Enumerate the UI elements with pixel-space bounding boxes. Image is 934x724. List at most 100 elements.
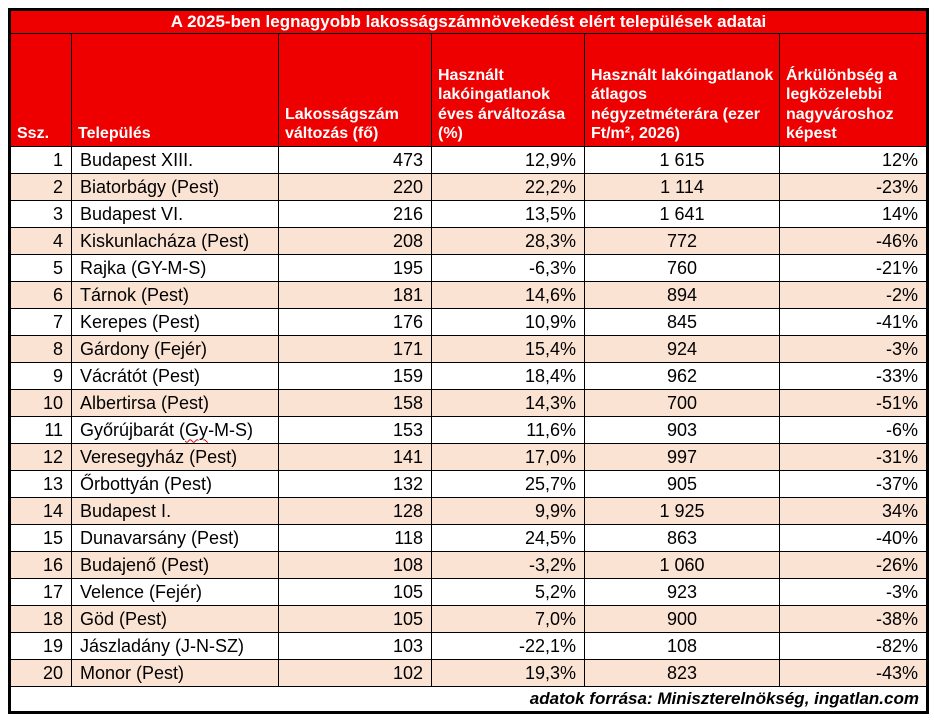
cell-arkulonbseg: -3% xyxy=(779,578,928,606)
cell-telepules: Vácrátót (Pest) xyxy=(71,362,279,390)
cell-arvaltozas: 11,6% xyxy=(431,416,585,444)
cell-telepules: Monor (Pest) xyxy=(71,659,279,687)
cell-arkulonbseg: -46% xyxy=(779,227,928,255)
cell-ssz: 15 xyxy=(9,524,72,552)
cell-arvaltozas: -6,3% xyxy=(431,254,585,282)
cell-lakossag: 473 xyxy=(278,146,432,174)
cell-nmar: 1 114 xyxy=(584,173,780,201)
cell-lakossag: 216 xyxy=(278,200,432,228)
cell-ssz: 19 xyxy=(9,632,72,660)
table-row: 1 Budapest XIII. 473 12,9% 1 615 12% xyxy=(9,146,928,174)
column-header-nmar: Használt lakóingatlanok átlagos négyzetm… xyxy=(584,33,780,147)
cell-lakossag: 102 xyxy=(278,659,432,687)
cell-lakossag: 158 xyxy=(278,389,432,417)
cell-nmar: 1 060 xyxy=(584,551,780,579)
spellcheck-underline: Gy xyxy=(185,419,209,440)
cell-telepules: Dunavarsány (Pest) xyxy=(71,524,279,552)
cell-arkulonbseg: -23% xyxy=(779,173,928,201)
cell-nmar: 924 xyxy=(584,335,780,363)
cell-telepules: Győrújbarát (Gy-M-S) xyxy=(71,416,279,444)
cell-ssz: 5 xyxy=(9,254,72,282)
cell-ssz: 14 xyxy=(9,497,72,525)
cell-arvaltozas: 28,3% xyxy=(431,227,585,255)
cell-arkulonbseg: -33% xyxy=(779,362,928,390)
cell-telepules: Göd (Pest) xyxy=(71,605,279,633)
cell-arvaltozas: 14,3% xyxy=(431,389,585,417)
cell-nmar: 863 xyxy=(584,524,780,552)
column-header-ssz: Ssz. xyxy=(9,33,72,147)
cell-ssz: 18 xyxy=(9,605,72,633)
table-row: 4 Kiskunlacháza (Pest) 208 28,3% 772 -46% xyxy=(9,227,928,255)
cell-telepules: Jászladány (J-N-SZ) xyxy=(71,632,279,660)
cell-arkulonbseg: -40% xyxy=(779,524,928,552)
cell-lakossag: 171 xyxy=(278,335,432,363)
cell-arkulonbseg: -82% xyxy=(779,632,928,660)
table-row: 14 Budapest I. 128 9,9% 1 925 34% xyxy=(9,497,928,525)
cell-lakossag: 128 xyxy=(278,497,432,525)
column-header-arvaltozas: Használt lakóingatlanok éves árváltozása… xyxy=(431,33,585,147)
cell-nmar: 700 xyxy=(584,389,780,417)
cell-nmar: 894 xyxy=(584,281,780,309)
table-title: A 2025-ben legnagyobb lakosságszámnöveke… xyxy=(9,9,928,34)
cell-ssz: 3 xyxy=(9,200,72,228)
cell-lakossag: 220 xyxy=(278,173,432,201)
cell-arvaltozas: 22,2% xyxy=(431,173,585,201)
cell-arvaltozas: -3,2% xyxy=(431,551,585,579)
cell-telepules: Kerepes (Pest) xyxy=(71,308,279,336)
cell-ssz: 8 xyxy=(9,335,72,363)
table-body: 1 Budapest XIII. 473 12,9% 1 615 12% 2 Biatorbá… xyxy=(9,146,928,687)
cell-arkulonbseg: 12% xyxy=(779,146,928,174)
cell-ssz: 4 xyxy=(9,227,72,255)
cell-lakossag: 141 xyxy=(278,443,432,471)
cell-ssz: 13 xyxy=(9,470,72,498)
cell-lakossag: 118 xyxy=(278,524,432,552)
cell-telepules: Gárdony (Fejér) xyxy=(71,335,279,363)
cell-lakossag: 132 xyxy=(278,470,432,498)
column-header-telepules: Település xyxy=(71,33,279,147)
cell-nmar: 962 xyxy=(584,362,780,390)
cell-telepules: Budapest VI. xyxy=(71,200,279,228)
cell-arkulonbseg: -26% xyxy=(779,551,928,579)
table-row: 20 Monor (Pest) 102 19,3% 823 -43% xyxy=(9,659,928,687)
table-row: 8 Gárdony (Fejér) 171 15,4% 924 -3% xyxy=(9,335,928,363)
cell-nmar: 1 615 xyxy=(584,146,780,174)
cell-nmar: 760 xyxy=(584,254,780,282)
cell-telepules: Budapest I. xyxy=(71,497,279,525)
cell-arkulonbseg: -31% xyxy=(779,443,928,471)
cell-lakossag: 153 xyxy=(278,416,432,444)
cell-lakossag: 195 xyxy=(278,254,432,282)
cell-telepules: Biatorbágy (Pest) xyxy=(71,173,279,201)
cell-ssz: 7 xyxy=(9,308,72,336)
cell-arvaltozas: 12,9% xyxy=(431,146,585,174)
cell-arkulonbseg: 14% xyxy=(779,200,928,228)
cell-lakossag: 208 xyxy=(278,227,432,255)
cell-ssz: 9 xyxy=(9,362,72,390)
cell-arvaltozas: 24,5% xyxy=(431,524,585,552)
table-row: 9 Vácrátót (Pest) 159 18,4% 962 -33% xyxy=(9,362,928,390)
cell-arvaltozas: 10,9% xyxy=(431,308,585,336)
cell-nmar: 108 xyxy=(584,632,780,660)
cell-arvaltozas: 19,3% xyxy=(431,659,585,687)
cell-nmar: 903 xyxy=(584,416,780,444)
table-row: 18 Göd (Pest) 105 7,0% 900 -38% xyxy=(9,605,928,633)
cell-nmar: 823 xyxy=(584,659,780,687)
cell-ssz: 2 xyxy=(9,173,72,201)
footer-row: adatok forrása: Miniszterelnökség, ingat… xyxy=(9,686,928,713)
cell-nmar: 997 xyxy=(584,443,780,471)
cell-arvaltozas: 14,6% xyxy=(431,281,585,309)
title-row: A 2025-ben legnagyobb lakosságszámnöveke… xyxy=(9,9,928,34)
cell-arvaltozas: 7,0% xyxy=(431,605,585,633)
cell-ssz: 6 xyxy=(9,281,72,309)
table-row: 3 Budapest VI. 216 13,5% 1 641 14% xyxy=(9,200,928,228)
cell-ssz: 1 xyxy=(9,146,72,174)
cell-lakossag: 181 xyxy=(278,281,432,309)
cell-arkulonbseg: -51% xyxy=(779,389,928,417)
source-note: adatok forrása: Miniszterelnökség, ingat… xyxy=(9,686,928,713)
cell-nmar: 1 641 xyxy=(584,200,780,228)
table-row: 15 Dunavarsány (Pest) 118 24,5% 863 -40% xyxy=(9,524,928,552)
cell-arvaltozas: 17,0% xyxy=(431,443,585,471)
cell-arvaltozas: 9,9% xyxy=(431,497,585,525)
cell-ssz: 10 xyxy=(9,389,72,417)
header-row: Ssz. Település Lakosságszám változás (fő) H… xyxy=(9,33,928,147)
